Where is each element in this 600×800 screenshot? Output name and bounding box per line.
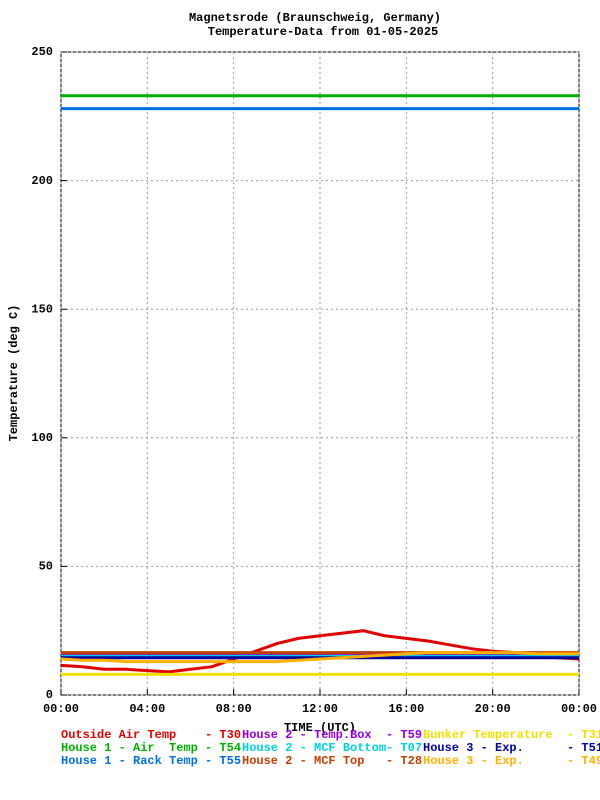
x-tick-label: 08:00 xyxy=(216,702,252,716)
y-tick-label: 200 xyxy=(31,174,53,188)
legend-entry: House 3 - Exp. - T49 xyxy=(423,754,600,768)
y-tick-label: 100 xyxy=(31,431,53,445)
legend-entry: House 1 - Air Temp - T54 xyxy=(61,741,241,755)
x-tick-label: 20:00 xyxy=(475,702,511,716)
chart-subtitle: Temperature-Data from 01-05-2025 xyxy=(208,25,438,39)
series-line xyxy=(60,651,579,664)
legend-entry: House 2 - MCF Bottom- T07 xyxy=(242,741,422,755)
y-tick-label: 250 xyxy=(31,45,53,59)
y-tick-label: 50 xyxy=(39,560,53,574)
legend-entry: Outside Air Temp - T30 xyxy=(61,728,241,742)
legend-entry: Bunker Temperature - T31 xyxy=(423,728,600,742)
y-axis-label: Temperature (deg C) xyxy=(7,305,21,442)
legend-entry: House 2 - Temp.Box - T59 xyxy=(242,728,422,742)
legend-entry: House 3 - Exp. - T51 xyxy=(423,741,600,755)
x-tick-label: 12:00 xyxy=(302,702,338,716)
x-tick-label: 00:00 xyxy=(43,702,79,716)
chart-title: Magnetsrode (Braunschweig, Germany) xyxy=(189,11,441,25)
y-tick-label: 0 xyxy=(46,688,53,702)
y-tick-label: 150 xyxy=(31,302,53,316)
legend-entry: House 1 - Rack Temp - T55 xyxy=(61,754,241,768)
x-tick-label: 04:00 xyxy=(129,702,165,716)
x-tick-label: 00:00 xyxy=(561,702,597,716)
x-axis-label: TIME (UTC) xyxy=(284,721,356,735)
legend-entry: House 2 - MCF Top - T28 xyxy=(242,754,422,768)
x-tick-label: 16:00 xyxy=(388,702,424,716)
